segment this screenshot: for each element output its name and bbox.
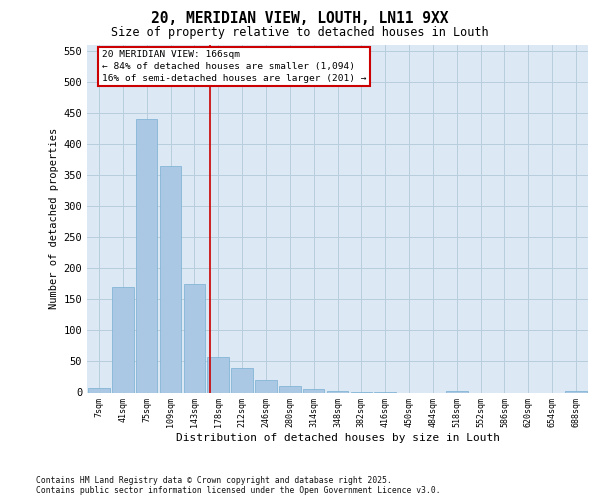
Bar [184, 284, 205, 393]
Bar [232, 368, 253, 392]
Text: 20 MERIDIAN VIEW: 166sqm
← 84% of detached houses are smaller (1,094)
16% of sem: 20 MERIDIAN VIEW: 166sqm ← 84% of detach… [102, 50, 366, 83]
Bar [279, 386, 301, 392]
Y-axis label: Number of detached properties: Number of detached properties [49, 128, 59, 310]
X-axis label: Distribution of detached houses by size in Louth: Distribution of detached houses by size … [176, 433, 499, 443]
Bar [303, 390, 325, 392]
Text: 20, MERIDIAN VIEW, LOUTH, LN11 9XX: 20, MERIDIAN VIEW, LOUTH, LN11 9XX [151, 11, 449, 26]
Bar [112, 287, 134, 393]
Bar [160, 166, 181, 392]
Text: Contains HM Land Registry data © Crown copyright and database right 2025.: Contains HM Land Registry data © Crown c… [36, 476, 392, 485]
Text: Contains public sector information licensed under the Open Government Licence v3: Contains public sector information licen… [36, 486, 440, 495]
Bar [136, 120, 157, 392]
Bar [255, 380, 277, 392]
Bar [565, 390, 587, 392]
Bar [208, 357, 229, 392]
Text: Size of property relative to detached houses in Louth: Size of property relative to detached ho… [111, 26, 489, 39]
Bar [88, 388, 110, 392]
Bar [327, 390, 348, 392]
